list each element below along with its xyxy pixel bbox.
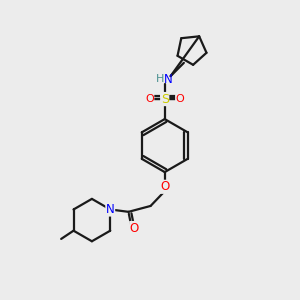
Text: S: S (161, 93, 169, 106)
Text: O: O (130, 221, 139, 235)
Text: H: H (155, 74, 164, 84)
Text: N: N (164, 73, 172, 85)
Text: N: N (106, 203, 115, 216)
Text: O: O (176, 94, 184, 104)
Text: O: O (160, 180, 169, 193)
Text: O: O (145, 94, 154, 104)
